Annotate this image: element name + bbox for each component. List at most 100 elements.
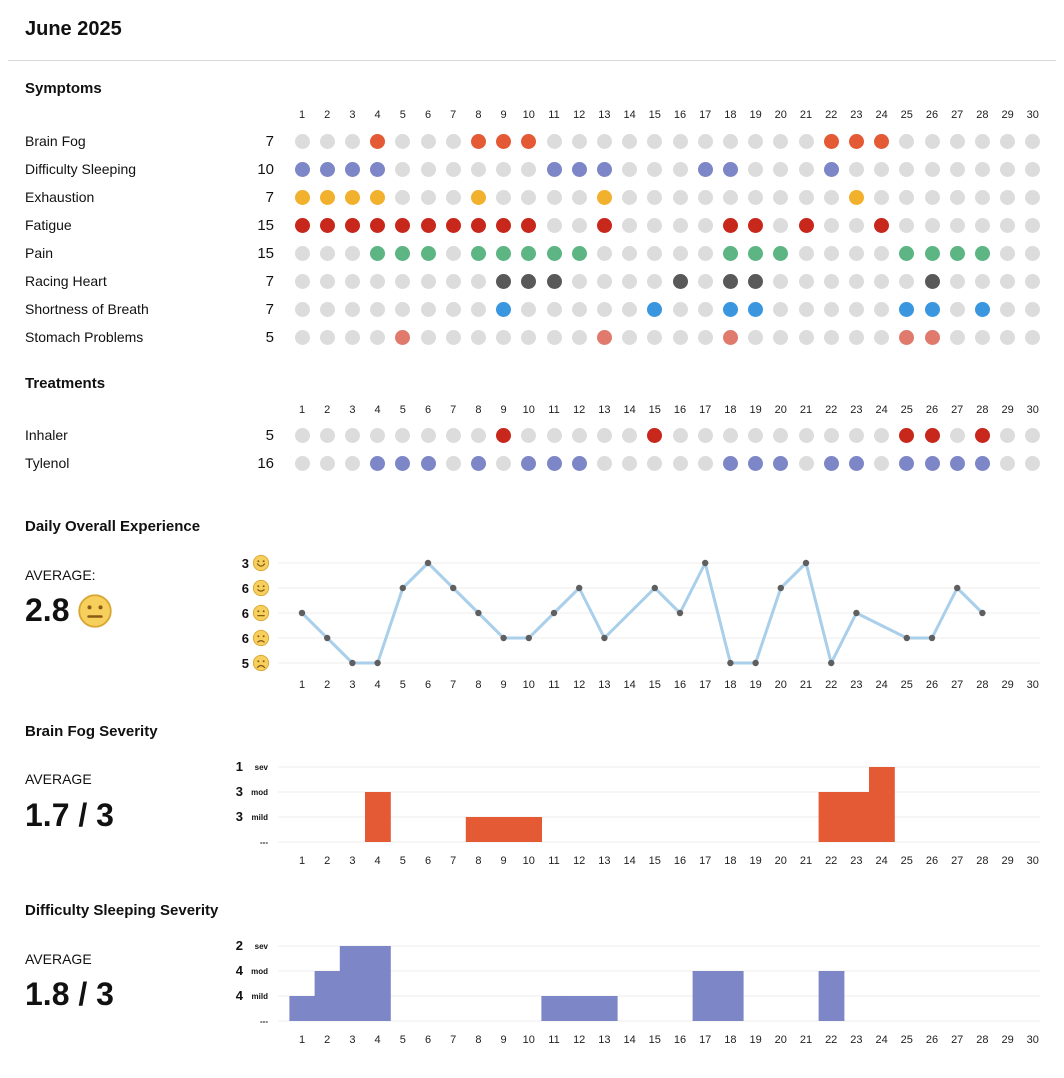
symptom-dot-stomach-problems-day-19[interactable] (748, 329, 764, 345)
treatment-dot-tylenol-day-21[interactable] (798, 455, 814, 471)
symptom-dot-pain-day-7[interactable] (445, 245, 461, 261)
symptom-dot-shortness-of-breath-day-8[interactable] (470, 301, 486, 317)
brain-fog-severity-bar-day-4[interactable] (365, 792, 391, 842)
symptom-dot-exhaustion-day-18[interactable] (722, 189, 738, 205)
symptom-dot-difficulty-sleeping-day-7[interactable] (445, 161, 461, 177)
treatment-dot-inhaler-day-19[interactable] (748, 427, 764, 443)
symptom-dot-racing-heart-day-9[interactable] (496, 273, 512, 289)
treatment-dot-tylenol-day-8[interactable] (470, 455, 486, 471)
symptom-dot-difficulty-sleeping-day-23[interactable] (848, 161, 864, 177)
symptom-dot-fatigue-day-6[interactable] (420, 217, 436, 233)
symptom-dot-fatigue-day-7[interactable] (445, 217, 461, 233)
overall-point-day-27[interactable] (954, 584, 961, 592)
symptom-dot-stomach-problems-day-20[interactable] (773, 329, 789, 345)
symptom-dot-exhaustion-day-25[interactable] (899, 189, 915, 205)
treatment-dot-tylenol-day-3[interactable] (344, 455, 360, 471)
symptom-dot-fatigue-day-3[interactable] (344, 217, 360, 233)
symptom-dot-exhaustion-day-21[interactable] (798, 189, 814, 205)
symptom-dot-fatigue-day-13[interactable] (596, 217, 612, 233)
symptom-dot-exhaustion-day-1[interactable] (294, 189, 310, 205)
symptom-dot-fatigue-day-25[interactable] (899, 217, 915, 233)
symptom-dot-difficulty-sleeping-day-17[interactable] (697, 161, 713, 177)
symptom-dot-brain-fog-day-30[interactable] (1025, 133, 1041, 149)
symptom-dot-pain-day-26[interactable] (924, 245, 940, 261)
treatment-dot-tylenol-day-17[interactable] (697, 455, 713, 471)
symptom-dot-brain-fog-day-6[interactable] (420, 133, 436, 149)
symptom-dot-racing-heart-day-22[interactable] (823, 273, 839, 289)
symptom-dot-pain-day-25[interactable] (899, 245, 915, 261)
symptom-dot-brain-fog-day-11[interactable] (546, 133, 562, 149)
overall-point-day-21[interactable] (802, 559, 810, 567)
overall-point-day-10[interactable] (525, 634, 532, 642)
overall-point-day-9[interactable] (500, 634, 507, 642)
symptom-dot-difficulty-sleeping-day-26[interactable] (924, 161, 940, 177)
treatment-dot-inhaler-day-16[interactable] (672, 427, 688, 443)
symptom-dot-brain-fog-day-4[interactable] (370, 133, 386, 149)
symptom-dot-exhaustion-day-17[interactable] (697, 189, 713, 205)
treatment-dot-tylenol-day-28[interactable] (974, 455, 990, 471)
symptom-dot-pain-day-29[interactable] (1000, 245, 1016, 261)
symptom-dot-fatigue-day-12[interactable] (571, 217, 587, 233)
symptom-dot-fatigue-day-15[interactable] (647, 217, 663, 233)
treatment-dot-tylenol-day-27[interactable] (949, 455, 965, 471)
treatment-dot-tylenol-day-5[interactable] (395, 455, 411, 471)
treatment-dot-inhaler-day-7[interactable] (445, 427, 461, 443)
brain-fog-severity-bar-day-10[interactable] (516, 817, 542, 842)
symptom-dot-stomach-problems-day-25[interactable] (899, 329, 915, 345)
symptom-dot-fatigue-day-17[interactable] (697, 217, 713, 233)
symptom-dot-difficulty-sleeping-day-9[interactable] (496, 161, 512, 177)
symptom-dot-exhaustion-day-8[interactable] (470, 189, 486, 205)
symptom-dot-fatigue-day-20[interactable] (773, 217, 789, 233)
brain-fog-severity-bar-day-22[interactable] (818, 792, 845, 842)
symptom-dot-pain-day-22[interactable] (823, 245, 839, 261)
symptom-dot-difficulty-sleeping-day-21[interactable] (798, 161, 814, 177)
symptom-dot-pain-day-13[interactable] (596, 245, 612, 261)
treatment-dot-inhaler-day-29[interactable] (1000, 427, 1016, 443)
symptom-dot-stomach-problems-day-3[interactable] (344, 329, 360, 345)
symptom-dot-stomach-problems-day-18[interactable] (722, 329, 738, 345)
symptom-dot-shortness-of-breath-day-30[interactable] (1025, 301, 1041, 317)
symptom-dot-shortness-of-breath-day-16[interactable] (672, 301, 688, 317)
symptom-dot-pain-day-30[interactable] (1025, 245, 1041, 261)
symptom-dot-difficulty-sleeping-day-12[interactable] (571, 161, 587, 177)
overall-point-day-5[interactable] (399, 584, 406, 592)
symptom-dot-difficulty-sleeping-day-2[interactable] (319, 161, 335, 177)
symptom-dot-racing-heart-day-7[interactable] (445, 273, 461, 289)
symptom-dot-stomach-problems-day-8[interactable] (470, 329, 486, 345)
symptom-dot-pain-day-8[interactable] (470, 245, 486, 261)
symptom-dot-shortness-of-breath-day-26[interactable] (924, 301, 940, 317)
symptom-dot-difficulty-sleeping-day-20[interactable] (773, 161, 789, 177)
brain-fog-severity-bar-day-24[interactable] (869, 767, 895, 842)
symptom-dot-fatigue-day-29[interactable] (1000, 217, 1016, 233)
overall-point-day-20[interactable] (777, 584, 784, 592)
symptom-dot-pain-day-21[interactable] (798, 245, 814, 261)
overall-point-day-22[interactable] (828, 659, 835, 667)
symptom-dot-shortness-of-breath-day-17[interactable] (697, 301, 713, 317)
symptom-dot-shortness-of-breath-day-1[interactable] (294, 301, 310, 317)
difficulty-sleeping-severity-bar-day-4[interactable] (365, 946, 391, 1021)
symptom-dot-racing-heart-day-5[interactable] (395, 273, 411, 289)
symptom-dot-brain-fog-day-24[interactable] (874, 133, 890, 149)
overall-point-day-23[interactable] (853, 609, 860, 617)
symptom-dot-stomach-problems-day-6[interactable] (420, 329, 436, 345)
symptom-dot-fatigue-day-9[interactable] (496, 217, 512, 233)
treatment-dot-inhaler-day-8[interactable] (470, 427, 486, 443)
treatment-dot-inhaler-day-20[interactable] (773, 427, 789, 443)
symptom-dot-brain-fog-day-26[interactable] (924, 133, 940, 149)
symptom-dot-exhaustion-day-24[interactable] (874, 189, 890, 205)
symptom-dot-exhaustion-day-30[interactable] (1025, 189, 1041, 205)
overall-point-day-11[interactable] (550, 609, 558, 617)
treatment-dot-inhaler-day-25[interactable] (899, 427, 915, 443)
symptom-dot-brain-fog-day-17[interactable] (697, 133, 713, 149)
symptom-dot-racing-heart-day-12[interactable] (571, 273, 587, 289)
symptom-dot-fatigue-day-24[interactable] (874, 217, 890, 233)
difficulty-sleeping-severity-bar-day-11[interactable] (541, 996, 568, 1021)
symptom-dot-shortness-of-breath-day-14[interactable] (622, 301, 638, 317)
symptom-dot-difficulty-sleeping-day-3[interactable] (344, 161, 360, 177)
symptom-dot-brain-fog-day-20[interactable] (773, 133, 789, 149)
symptom-dot-shortness-of-breath-day-20[interactable] (773, 301, 789, 317)
treatment-dot-inhaler-day-22[interactable] (823, 427, 839, 443)
symptom-dot-stomach-problems-day-2[interactable] (319, 329, 335, 345)
symptom-dot-racing-heart-day-21[interactable] (798, 273, 814, 289)
symptom-dot-brain-fog-day-18[interactable] (722, 133, 738, 149)
